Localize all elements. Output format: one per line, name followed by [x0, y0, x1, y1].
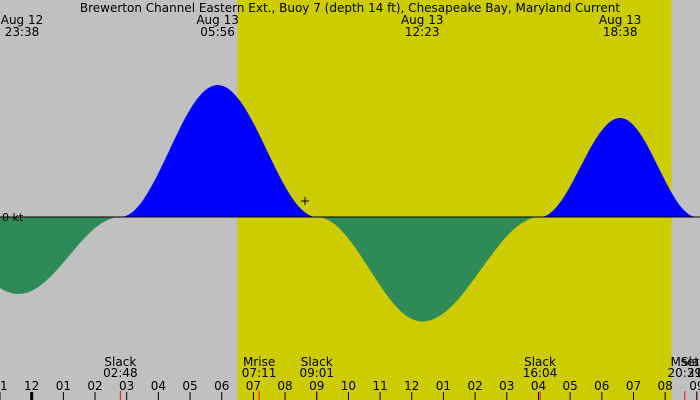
- current-areas: [0, 85, 700, 322]
- event-time-label: 09:01: [299, 366, 334, 380]
- event-labels: Slack02:48Mrise07:11Slack09:01Slack16:04…: [103, 355, 700, 400]
- event-time-label: 21:: [687, 366, 700, 380]
- event-time-label: 02:48: [103, 366, 138, 380]
- event-name-label: Mrise: [243, 355, 275, 369]
- hour-tick-label: 12: [404, 379, 419, 393]
- extreme-date-label: Aug 13: [401, 13, 444, 27]
- extreme-time-label: 23:38: [5, 25, 40, 39]
- flood-area: [120, 85, 317, 217]
- extreme-time-label: 18:38: [603, 25, 638, 39]
- flood-area: [540, 118, 697, 217]
- hour-tick-label: 06: [594, 379, 609, 393]
- hour-tick-label: 11: [372, 379, 387, 393]
- event-name-label: Mset: [670, 355, 699, 369]
- event-name-label: Slack: [301, 355, 333, 369]
- hour-tick-label: 10: [341, 379, 356, 393]
- crosshair-icon: [301, 197, 309, 205]
- hour-tick-label: 04: [151, 379, 166, 393]
- event-time-label: 20:39: [667, 366, 700, 380]
- extreme-date-label: Aug 13: [196, 13, 239, 27]
- hour-tick-label: 09: [309, 379, 324, 393]
- chart-title: Brewerton Channel Eastern Ext., Buoy 7 (…: [80, 1, 620, 15]
- hour-tick-label: 03: [499, 379, 514, 393]
- hour-tick-label: 07: [246, 379, 261, 393]
- zero-kt-label: 0 kt: [2, 211, 24, 224]
- hour-tick-label: 04: [531, 379, 546, 393]
- hour-ticks: 11 12 01 02 03 04 05 06 07 08 09 10 11 12 01 02 03 04 05 06…: [0, 379, 700, 400]
- hour-tick-label: 09: [689, 379, 700, 393]
- event-name-label: Slack: [524, 355, 556, 369]
- extreme-time-label: 12:23: [405, 25, 440, 39]
- hour-tick-label: 06: [214, 379, 229, 393]
- hour-tick-label: 08: [277, 379, 292, 393]
- hour-tick-label: 01: [436, 379, 451, 393]
- event-name-label: Slack: [104, 355, 136, 369]
- hour-tick-label: 01: [56, 379, 71, 393]
- hour-tick-label: 12: [24, 379, 39, 393]
- hour-tick-label: 03: [119, 379, 134, 393]
- ebb-area: [0, 217, 121, 294]
- hour-tick-label: 02: [467, 379, 482, 393]
- hour-tick-label: 08: [658, 379, 673, 393]
- extreme-date-label: Aug 12: [1, 13, 44, 27]
- hour-tick-label: 02: [87, 379, 102, 393]
- extreme-time-label: 05:56: [200, 25, 235, 39]
- hour-tick-label: 11: [0, 379, 8, 393]
- event-time-label: 16:04: [523, 366, 558, 380]
- hour-tick-label: 07: [626, 379, 641, 393]
- event-time-label: 07:11: [242, 366, 277, 380]
- hour-tick-label: 05: [182, 379, 197, 393]
- hour-tick-label: 05: [562, 379, 577, 393]
- ebb-area: [316, 217, 540, 322]
- event-name-label: Slack: [681, 355, 700, 369]
- extreme-date-label: Aug 13: [599, 13, 642, 27]
